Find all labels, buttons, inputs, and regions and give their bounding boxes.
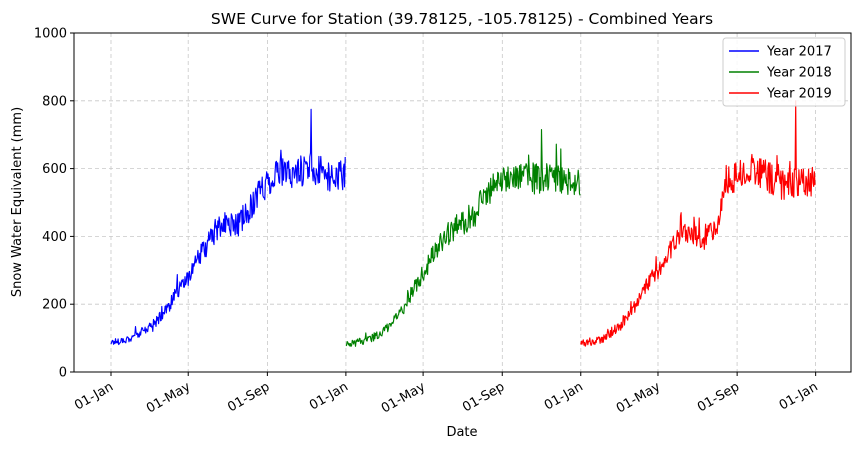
series-line-2018 bbox=[345, 129, 581, 347]
legend-label-2017: Year 2017 bbox=[766, 45, 832, 60]
chart-title: SWE Curve for Station (39.78125, -105.78… bbox=[211, 10, 713, 28]
series-line-2017 bbox=[110, 108, 346, 346]
y-tick-label: 600 bbox=[42, 162, 67, 177]
y-tick-label: 200 bbox=[42, 298, 67, 313]
series-line-2019 bbox=[580, 100, 816, 347]
y-tick-label: 1000 bbox=[34, 27, 67, 42]
y-axis-label: Snow Water Equivalent (mm) bbox=[10, 107, 25, 297]
series-lines bbox=[110, 100, 816, 347]
legend-label-2018: Year 2018 bbox=[766, 66, 832, 81]
y-tick-label: 800 bbox=[42, 94, 67, 109]
plot-frame bbox=[73, 32, 852, 373]
x-axis-label: Date bbox=[446, 425, 477, 440]
legend-box bbox=[722, 37, 846, 107]
legend: Year 2017 Year 2018 Year 2019 bbox=[722, 37, 846, 107]
y-tick-label: 400 bbox=[42, 230, 67, 245]
legend-label-2019: Year 2019 bbox=[766, 87, 832, 102]
y-axis-ticks: 0 200 400 600 800 1000 bbox=[34, 27, 74, 381]
y-tick-label: 0 bbox=[59, 366, 67, 381]
